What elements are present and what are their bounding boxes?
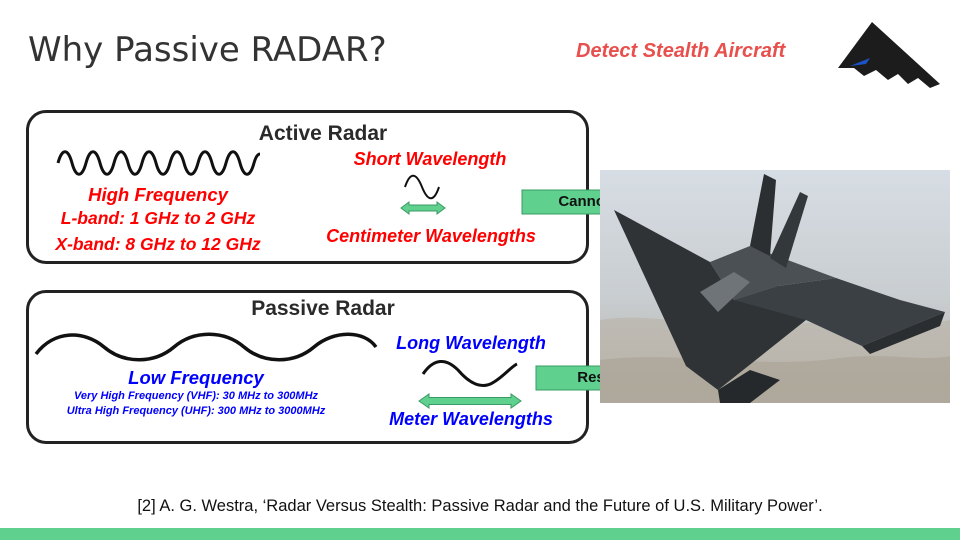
active-wavelength-scale: Centimeter Wavelengths	[326, 226, 536, 246]
stealth-fighter-photo	[600, 170, 950, 403]
passive-band-vhf: Very High Frequency (VHF): 30 MHz to 300…	[73, 390, 319, 402]
active-band-x: X-band: 8 GHz to 12 GHz	[55, 234, 261, 254]
active-wavelength-label: Short Wavelength	[353, 149, 507, 169]
high-frequency-wave	[56, 150, 261, 176]
tagline: Detect Stealth Aircraft	[576, 40, 786, 62]
long-wavelength-span-arrow	[418, 393, 522, 409]
low-frequency-wave	[34, 332, 378, 362]
passive-frequency-label: Low Frequency	[128, 367, 264, 388]
active-radar-title: Active Radar	[258, 122, 388, 145]
passive-radar-title: Passive Radar	[251, 297, 395, 320]
long-wave-icon	[421, 360, 518, 387]
active-band-l: L-band: 1 GHz to 2 GHz	[60, 208, 256, 228]
stealth-bomber-icon	[838, 22, 940, 88]
short-wave-icon	[404, 174, 440, 200]
passive-wavelength-scale: Meter Wavelengths	[389, 409, 553, 429]
citation: [2] A. G. Westra, ‘Radar Versus Stealth:…	[137, 497, 823, 515]
passive-band-uhf: Ultra High Frequency (UHF): 300 MHz to 3…	[66, 405, 326, 417]
footer-bar	[0, 528, 960, 540]
active-radar-box	[26, 110, 589, 264]
slide-title: Why Passive RADAR?	[28, 30, 387, 70]
short-wavelength-span-arrow	[400, 201, 446, 215]
passive-wavelength-label: Long Wavelength	[396, 333, 546, 353]
active-frequency-label: High Frequency	[88, 184, 228, 205]
